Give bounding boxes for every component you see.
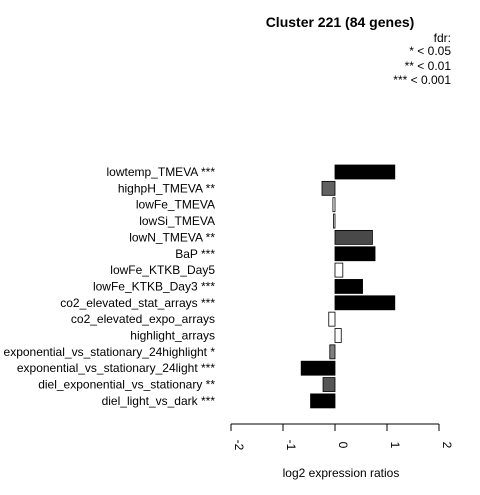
- legend-title: fdr:: [434, 31, 451, 45]
- category-label: exponential_vs_stationary_24highlight *: [4, 345, 216, 359]
- category-label: highlight_arrays: [130, 329, 215, 343]
- category-label: lowSi_TMEVA: [139, 214, 215, 228]
- bar: [332, 197, 336, 213]
- category-label: BaP ***: [175, 247, 215, 261]
- bar: [321, 180, 336, 196]
- bar: [334, 246, 376, 262]
- bar: [334, 229, 373, 245]
- legend-entry: * < 0.05: [409, 44, 451, 58]
- x-tick-label: -2: [232, 440, 246, 451]
- x-tick-label: 2: [440, 442, 454, 449]
- x-tick-label: -1: [284, 440, 298, 451]
- bar: [334, 262, 344, 278]
- bar: [333, 213, 336, 229]
- bar: [329, 344, 336, 360]
- category-label: exponential_vs_stationary_24light ***: [17, 361, 215, 375]
- category-label: lowFe_KTKB_Day5: [110, 263, 215, 277]
- bar: [300, 360, 336, 376]
- legend-entry: ** < 0.01: [405, 59, 452, 73]
- category-labels: lowtemp_TMEVA *** highpH_TMEVA ** lowFe_TM…: [4, 165, 216, 408]
- bar: [310, 393, 336, 409]
- category-label: lowN_TMEVA **: [129, 230, 215, 244]
- category-label: lowFe_TMEVA: [136, 198, 215, 212]
- bar: [334, 328, 342, 343]
- bar: [322, 377, 336, 392]
- bar: [334, 295, 396, 311]
- x-axis-label: log2 expression ratios: [283, 466, 400, 480]
- chart-title: Cluster 221 (84 genes): [266, 14, 415, 30]
- category-label: diel_exponential_vs_stationary **: [38, 378, 215, 392]
- category-label: highpH_TMEVA **: [118, 181, 215, 195]
- category-label: co2_elevated_stat_arrays ***: [60, 296, 215, 310]
- x-tick-label: 0: [336, 442, 350, 449]
- legend-entry: *** < 0.001: [393, 73, 451, 87]
- bars: [300, 164, 396, 409]
- x-axis: -2 -1 0 1 2: [230, 423, 454, 451]
- bar: [334, 164, 396, 180]
- category-label: diel_light_vs_dark ***: [102, 394, 216, 408]
- bar: [328, 311, 336, 327]
- category-label: lowtemp_TMEVA ***: [107, 165, 216, 179]
- x-tick-label: 1: [388, 442, 402, 449]
- category-label: lowFe_KTKB_Day3 ***: [93, 279, 215, 293]
- category-label: co2_elevated_expo_arrays: [71, 312, 215, 326]
- bar: [334, 279, 363, 294]
